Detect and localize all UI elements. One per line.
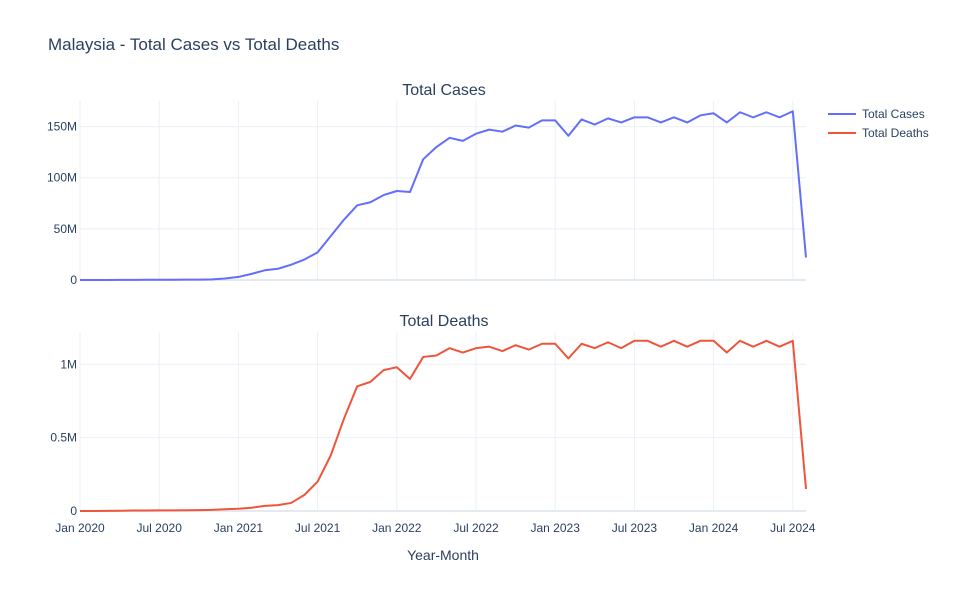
x-tick-label: Jan 2021 [214,521,264,535]
y-gridlines-0 [80,126,806,230]
legend-item-total-cases[interactable]: Total Cases [828,107,925,121]
x-tick-label: Jan 2020 [55,521,105,535]
x-tick-label: Jul 2022 [453,521,499,535]
y-gridlines-1 [80,363,806,439]
subplot-title-deaths: Total Deaths [400,313,489,330]
x-tick-label: Jan 2024 [689,521,739,535]
x-tick-label: Jul 2024 [770,521,816,535]
x-tick-label: Jul 2020 [137,521,183,535]
legend-item-total-deaths[interactable]: Total Deaths [828,126,929,140]
y-tick-label: 0 [70,273,77,287]
chart-title: Malaysia - Total Cases vs Total Deaths [48,35,339,54]
x-tick-label: Jan 2022 [372,521,422,535]
legend-label-total-deaths: Total Deaths [862,126,929,140]
y-tick-label: 50M [54,222,77,236]
x-tick-label: Jul 2021 [295,521,341,535]
y-tick-label: 100M [47,171,77,185]
y-tick-label: 0.5M [50,431,77,445]
y-tick-label: 1M [60,357,77,371]
y-tick-label: 150M [47,120,77,134]
x-gridlines-0 [79,101,794,280]
legend[interactable]: Total Cases Total Deaths [828,107,929,140]
series-line-total-deaths [80,339,807,512]
subplot-title-cases: Total Cases [402,82,486,99]
plot-area: 0 50M 100M 150M 0 0.5M 1M Jan 2020 Jul 2020 Jan 2… [47,101,816,535]
x-tick-label: Jan 2023 [531,521,581,535]
series-line-total-cases [80,110,807,281]
y-tick-label: 0 [70,504,77,518]
x-axis-title: Year-Month [407,547,479,563]
x-gridlines-1 [79,332,794,511]
legend-label-total-cases: Total Cases [862,107,925,121]
x-tick-label: Jul 2023 [612,521,658,535]
